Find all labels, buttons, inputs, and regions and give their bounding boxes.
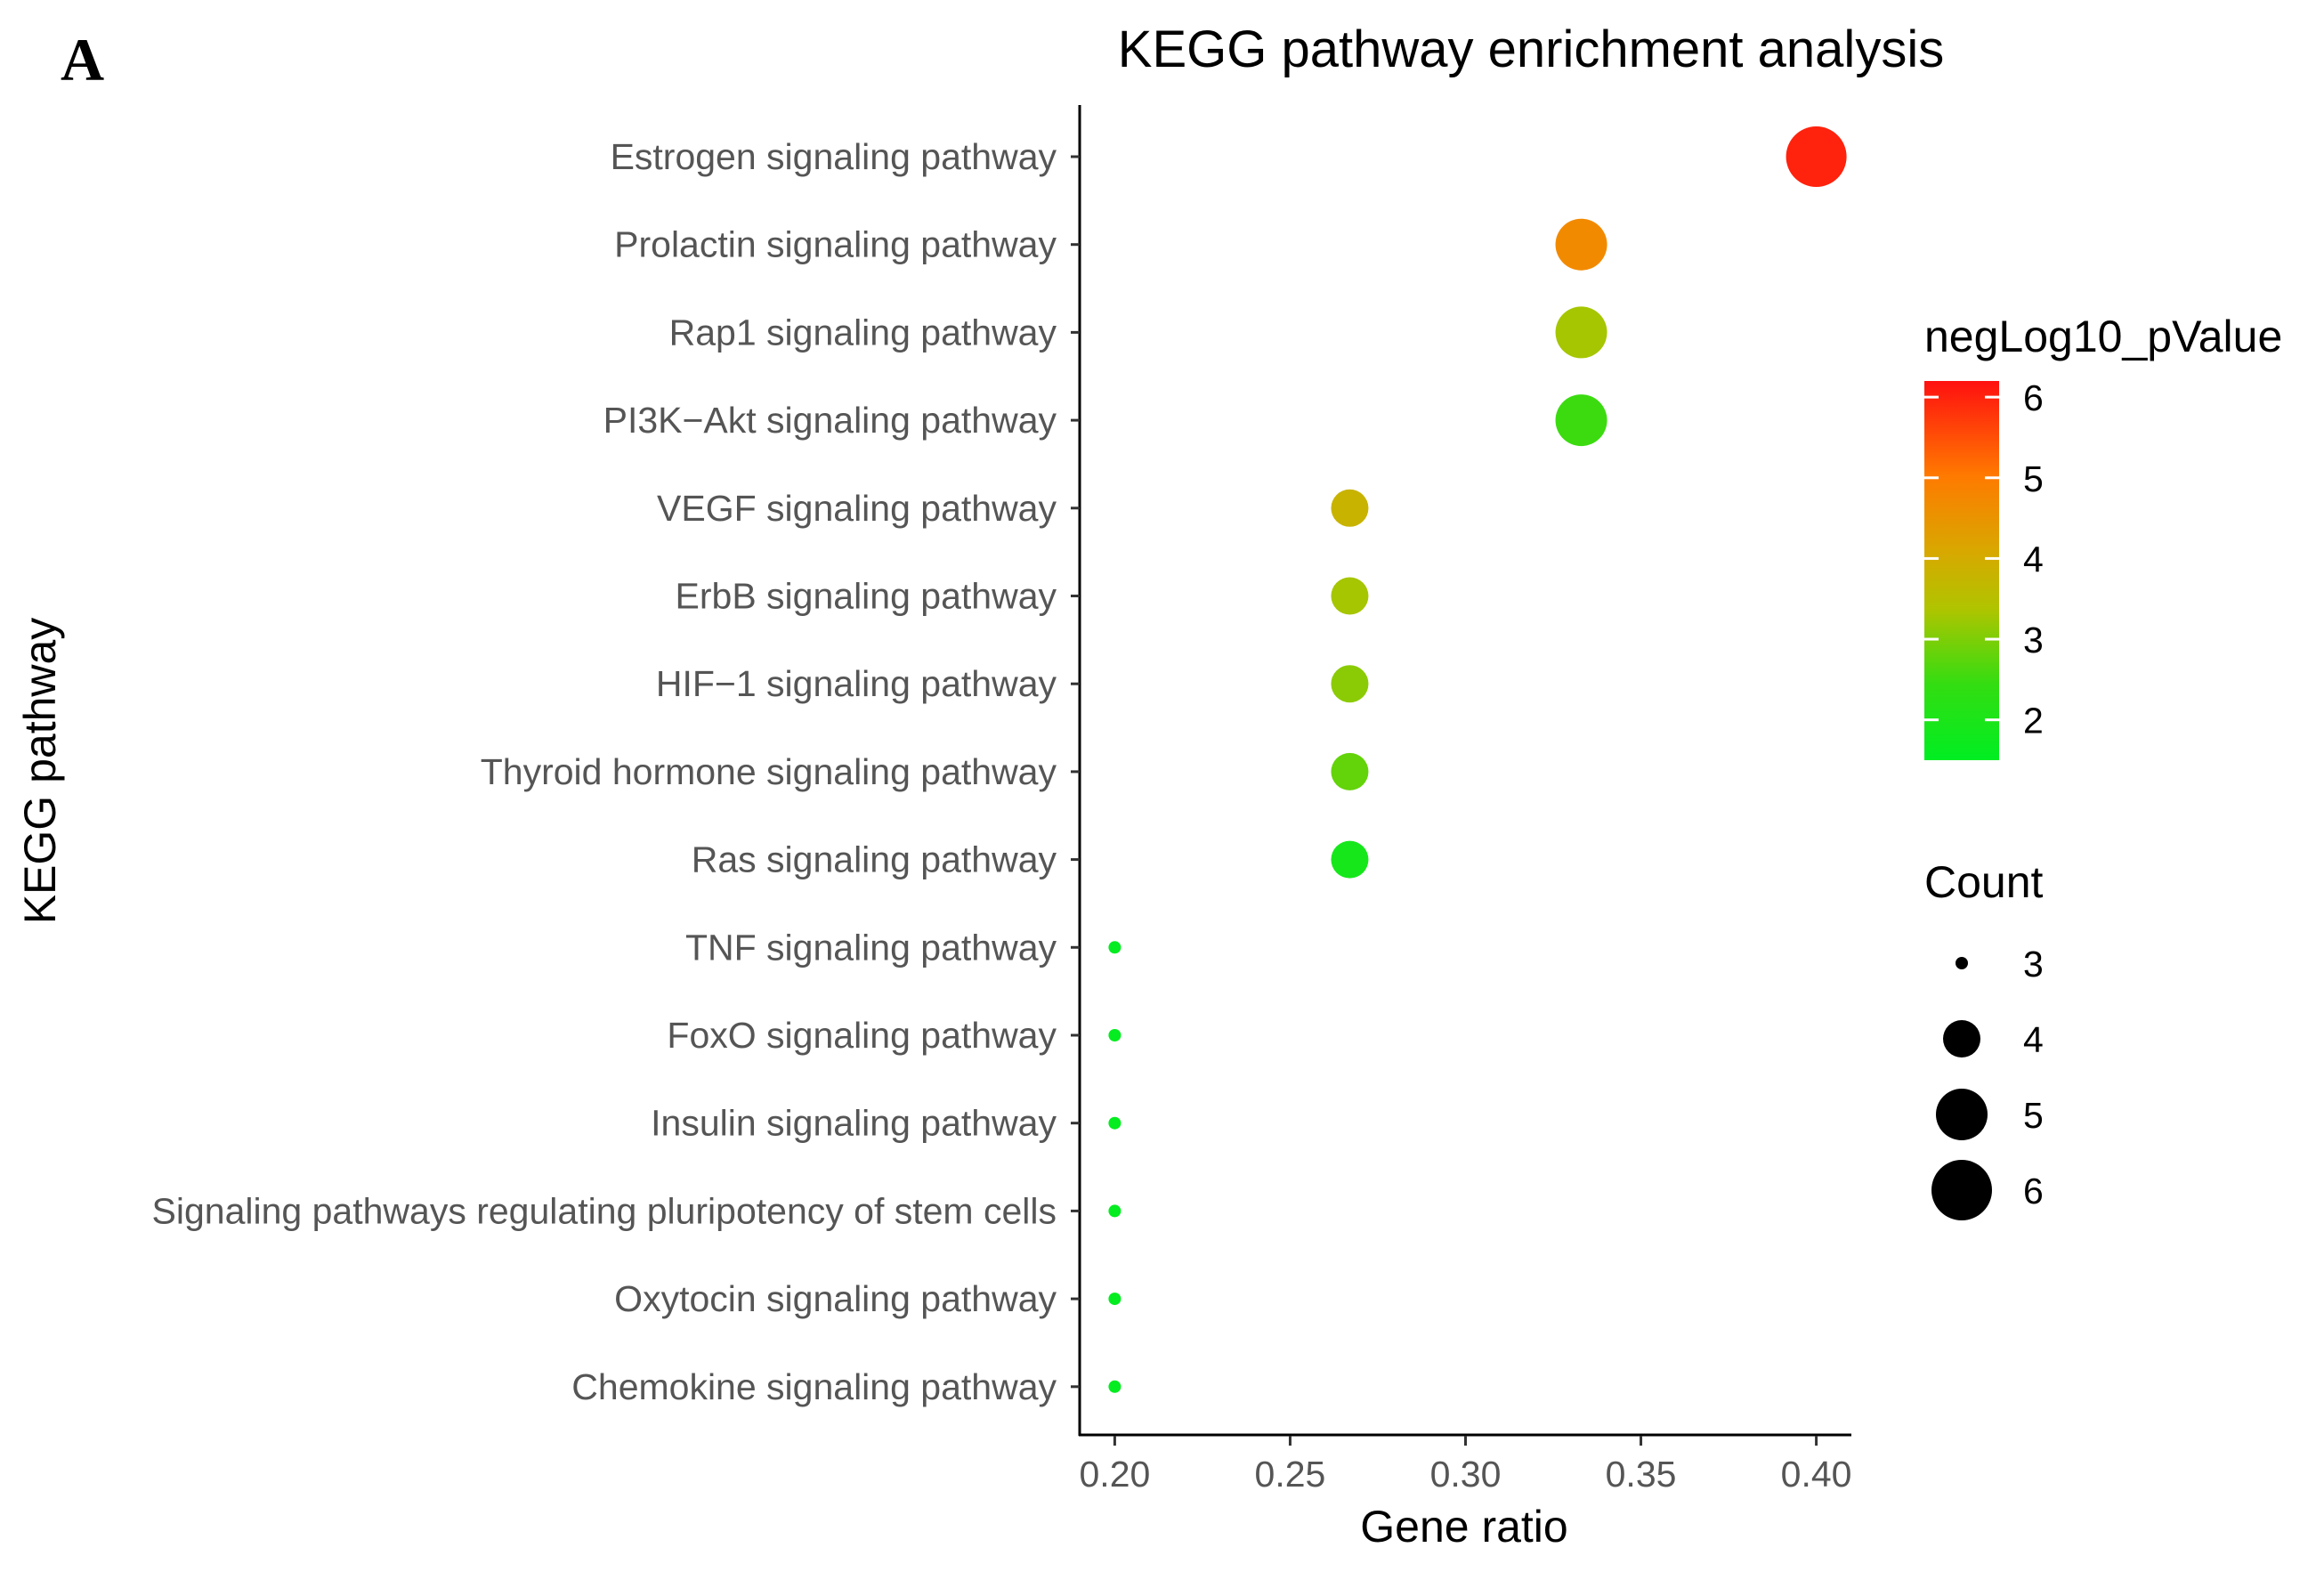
panel-label: A [61,26,104,93]
data-point [1555,306,1607,359]
data-point [1108,941,1122,954]
size-legend-dot [1936,1089,1988,1140]
y-tick-label: Rap1 signaling pathway [669,312,1057,352]
y-tick-label: FoxO signaling pathway [667,1015,1057,1056]
data-point [1108,1380,1122,1393]
y-tick-label: HIF−1 signaling pathway [656,663,1057,704]
data-point [1108,1116,1122,1130]
data-point [1555,218,1607,271]
size-legend-dot [1931,1160,1992,1220]
x-tick-label: 0.40 [1781,1454,1852,1495]
color-bar-ticks: 2 3 4 5 6 [1924,377,2044,741]
y-tick-label: VEGF signaling pathway [657,488,1057,529]
color-bar-tick-label: 5 [2023,458,2044,499]
y-tick-label: Oxytocin signaling pathway [614,1278,1057,1319]
y-tick-label: Prolactin signaling pathway [614,224,1057,265]
color-bar-tick-label: 3 [2023,620,2044,660]
size-legend-label: 6 [2023,1171,2044,1211]
y-tick-label: Insulin signaling pathway [651,1103,1057,1144]
y-tick-label: ErbB signaling pathway [676,576,1057,617]
x-tick-label: 0.25 [1255,1454,1326,1495]
data-point [1331,840,1369,879]
x-tick-label: 0.35 [1606,1454,1677,1495]
color-bar-tick-label: 6 [2023,377,2044,418]
y-tick-label: TNF signaling pathway [685,927,1057,968]
data-point [1108,1029,1122,1041]
color-bar [1924,381,1999,760]
color-bar-tick-label: 2 [2023,701,2044,741]
y-axis-ticks: Estrogen signaling pathway Prolactin sign… [152,136,1080,1407]
x-tick-label: 0.30 [1430,1454,1502,1495]
data-point [1786,126,1847,187]
plot-area: Estrogen signaling pathway Prolactin sign… [152,105,1852,1495]
size-legend-title: Count [1924,857,2044,907]
y-tick-label: Chemokine signaling pathway [571,1366,1057,1407]
data-point [1331,665,1369,703]
x-axis-ticks: 0.20 0.25 0.30 0.35 0.40 [1080,1436,1852,1495]
data-point [1555,394,1607,447]
size-legend-dot [1956,957,1968,969]
color-bar-tick-label: 4 [2023,539,2044,579]
chart-title: KEGG pathway enrichment analysis [1118,20,1944,78]
size-legend: Count 3 4 5 6 [1924,857,2044,1220]
x-tick-label: 0.20 [1080,1454,1151,1495]
data-point [1331,577,1369,615]
y-tick-label: Signaling pathways regulating pluripoten… [152,1190,1057,1231]
size-legend-label: 3 [2023,944,2044,985]
y-tick-label: PI3K−Akt signaling pathway [603,400,1057,441]
size-legend-dot [1943,1020,1980,1057]
data-point [1331,489,1369,527]
data-points [1108,126,1847,1393]
y-tick-label: Estrogen signaling pathway [611,136,1057,177]
x-axis-title: Gene ratio [1360,1502,1567,1552]
y-axis-title: KEGG pathway [15,618,65,925]
size-legend-label: 5 [2023,1095,2044,1136]
data-point [1331,752,1369,790]
y-tick-label: Thyroid hormone signaling pathway [481,751,1057,792]
size-legend-label: 4 [2023,1019,2044,1060]
data-point [1108,1204,1122,1218]
data-point [1108,1292,1122,1306]
size-legend-items: 3 4 5 6 [1931,944,2044,1220]
color-legend: negLog10_pValue 2 3 4 5 6 [1924,312,2282,760]
y-tick-label: Ras signaling pathway [692,839,1057,880]
color-legend-title: negLog10_pValue [1924,312,2282,361]
